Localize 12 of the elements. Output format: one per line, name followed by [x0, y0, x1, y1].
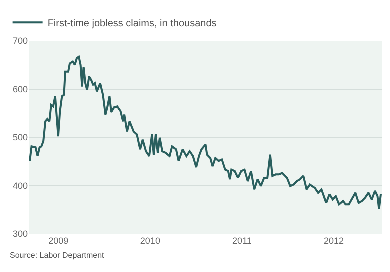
y-tick-label: 500 [12, 132, 28, 143]
y-tick-label: 400 [12, 180, 28, 191]
y-tick-label: 700 [12, 36, 28, 46]
x-tick-label: 2011 [232, 236, 252, 246]
y-tick-label: 300 [12, 229, 28, 240]
y-tick-label: 600 [12, 84, 28, 94]
x-tick-label: 2012 [324, 236, 344, 246]
x-tick-label: 2010 [140, 236, 160, 246]
source-note: Source: Labor Department [10, 251, 106, 260]
line-series [29, 56, 382, 210]
x-tick-label: 2009 [48, 236, 69, 246]
legend-label: First-time jobless claims, in thousands [48, 18, 217, 30]
